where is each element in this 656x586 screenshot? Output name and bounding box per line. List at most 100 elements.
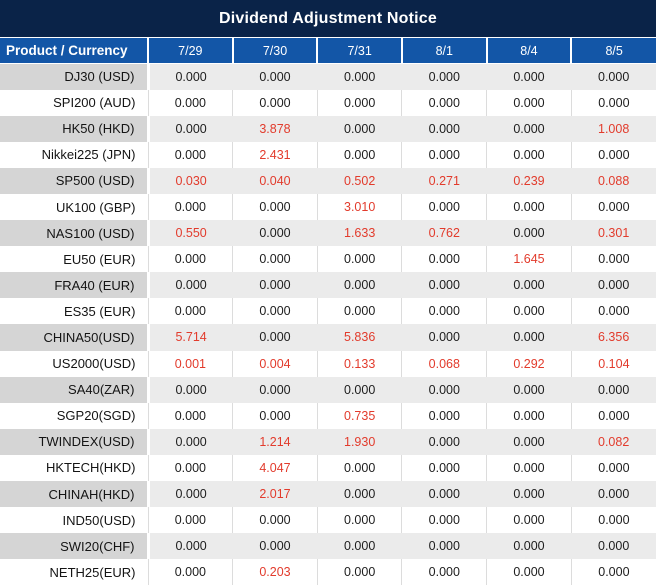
value-cell: 1.930 <box>317 428 402 455</box>
value-cell: 0.000 <box>232 89 318 116</box>
value-cell: 0.004 <box>232 350 318 377</box>
value-cell: 0.000 <box>317 376 402 403</box>
value-cell: 1.214 <box>232 428 318 455</box>
column-header-date: 8/5 <box>570 38 656 64</box>
value-cell: 0.000 <box>486 533 572 560</box>
table-row: US2000(USD) 0.001 0.004 0.133 0.068 0.292 0.10… <box>0 350 656 377</box>
value-cell: 1.633 <box>317 220 402 247</box>
value-cell: 0.000 <box>401 246 487 273</box>
value-cell: 0.000 <box>316 507 402 534</box>
value-cell: 0.000 <box>232 220 318 247</box>
value-cell: 0.082 <box>571 428 656 455</box>
product-cell: SGP20(SGD) <box>0 402 148 429</box>
column-header-date: 8/1 <box>400 38 487 64</box>
value-cell: 0.502 <box>317 167 402 194</box>
table-row: SGP20(SGD) 0.000 0.000 0.735 0.000 0.000 0.000 <box>0 402 656 429</box>
product-cell: HK50 (HKD) <box>0 115 148 142</box>
value-cell: 0.000 <box>146 428 233 455</box>
table-row: CHINAH(HKD) 0.000 2.017 0.000 0.000 0.000 0.00… <box>0 481 656 508</box>
value-cell: 0.000 <box>570 193 656 221</box>
value-cell: 6.356 <box>571 324 656 351</box>
value-cell: 0.000 <box>317 533 402 560</box>
value-cell: 0.000 <box>232 533 318 560</box>
value-cell: 0.000 <box>486 428 572 455</box>
value-cell: 0.000 <box>570 141 656 168</box>
table-row: SP500 (USD) 0.030 0.040 0.502 0.271 0.239 0.08… <box>0 167 656 194</box>
column-header-product: Product / Currency <box>0 38 148 64</box>
value-cell: 0.301 <box>571 220 656 247</box>
value-cell: 0.000 <box>147 89 233 116</box>
value-cell: 0.000 <box>401 298 487 325</box>
value-cell: 0.000 <box>401 272 487 299</box>
value-cell: 0.292 <box>486 350 572 377</box>
value-cell: 0.000 <box>232 63 318 90</box>
table-row: ES35 (EUR) 0.000 0.000 0.000 0.000 0.000 0.000 <box>0 298 656 325</box>
value-cell: 0.000 <box>401 63 487 90</box>
value-cell: 0.000 <box>147 298 233 325</box>
value-cell: 0.000 <box>486 89 572 116</box>
product-cell: IND50(USD) <box>0 507 148 534</box>
product-cell: CHINA50(USD) <box>0 324 148 351</box>
value-cell: 0.000 <box>317 115 402 142</box>
value-cell: 0.000 <box>316 454 402 481</box>
value-cell: 0.000 <box>486 193 572 221</box>
table-row: SA40(ZAR) 0.000 0.000 0.000 0.000 0.000 0.000 <box>0 376 656 403</box>
product-cell: Nikkei225 (JPN) <box>0 141 148 168</box>
value-cell: 0.000 <box>316 89 402 116</box>
product-cell: CHINAH(HKD) <box>0 481 148 508</box>
value-cell: 0.000 <box>486 63 572 90</box>
table-row: EU50 (EUR) 0.000 0.000 0.000 0.000 1.645 0.000 <box>0 246 656 273</box>
column-header-date: 7/31 <box>316 38 402 64</box>
value-cell: 0.000 <box>316 298 402 325</box>
product-cell: FRA40 (EUR) <box>0 272 148 299</box>
value-cell: 3.878 <box>232 115 318 142</box>
value-cell: 0.000 <box>146 481 233 508</box>
value-cell: 0.000 <box>316 559 402 586</box>
value-cell: 0.000 <box>486 402 572 429</box>
table-row: SPI200 (AUD) 0.000 0.000 0.000 0.000 0.000 0.0… <box>0 89 656 116</box>
value-cell: 4.047 <box>232 454 318 481</box>
page-title: Dividend Adjustment Notice <box>0 0 656 38</box>
value-cell: 0.000 <box>571 63 656 90</box>
table-row: DJ30 (USD) 0.000 0.000 0.000 0.000 0.000 0.000 <box>0 63 656 90</box>
value-cell: 0.000 <box>401 115 487 142</box>
value-cell: 0.000 <box>486 559 572 586</box>
value-cell: 0.000 <box>401 89 487 116</box>
value-cell: 0.000 <box>570 246 656 273</box>
product-cell: US2000(USD) <box>0 350 148 377</box>
value-cell: 0.000 <box>232 272 318 299</box>
value-cell: 0.000 <box>401 533 487 560</box>
table-row: FRA40 (EUR) 0.000 0.000 0.000 0.000 0.000 0.00… <box>0 272 656 299</box>
table-row: SWI20(CHF) 0.000 0.000 0.000 0.000 0.000 0.000 <box>0 533 656 560</box>
column-header-date: 7/30 <box>231 38 318 64</box>
value-cell: 0.000 <box>232 193 318 221</box>
value-cell: 0.000 <box>146 63 233 90</box>
value-cell: 0.000 <box>486 454 572 481</box>
value-cell: 0.000 <box>317 481 402 508</box>
value-cell: 0.239 <box>486 167 572 194</box>
value-cell: 1.645 <box>486 246 572 273</box>
value-cell: 0.203 <box>232 559 318 586</box>
value-cell: 0.000 <box>570 402 656 429</box>
value-cell: 0.000 <box>486 115 572 142</box>
value-cell: 0.068 <box>401 350 487 377</box>
product-cell: TWINDEX(USD) <box>0 428 148 455</box>
value-cell: 0.000 <box>146 533 233 560</box>
value-cell: 1.008 <box>571 115 656 142</box>
value-cell: 0.000 <box>401 507 487 534</box>
value-cell: 0.000 <box>570 298 656 325</box>
value-cell: 0.000 <box>146 376 233 403</box>
value-cell: 2.431 <box>232 141 318 168</box>
value-cell: 0.000 <box>401 454 487 481</box>
value-cell: 0.000 <box>486 272 572 299</box>
value-cell: 0.000 <box>571 481 656 508</box>
value-cell: 0.000 <box>570 559 656 586</box>
value-cell: 0.000 <box>232 507 318 534</box>
value-cell: 0.133 <box>316 350 402 377</box>
value-cell: 0.030 <box>146 167 233 194</box>
table-row: HKTECH(HKD) 0.000 4.047 0.000 0.000 0.000 0.00… <box>0 454 656 481</box>
dividend-table: Product / Currency 7/29 7/30 7/31 8/1 8/4 8/5… <box>0 38 656 586</box>
value-cell: 0.000 <box>401 141 487 168</box>
value-cell: 0.104 <box>570 350 656 377</box>
product-cell: HKTECH(HKD) <box>0 454 148 481</box>
